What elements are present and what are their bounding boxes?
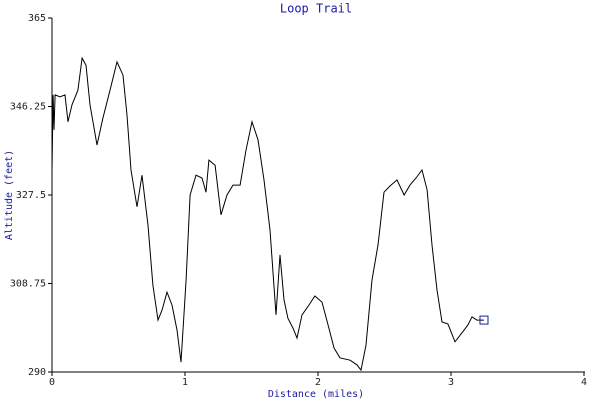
x-axis-label: Distance (miles) <box>268 389 364 400</box>
x-tick-label: 2 <box>315 377 321 388</box>
elevation-line <box>51 56 484 372</box>
y-tick-label: 308.75 <box>10 279 46 290</box>
end-marker <box>479 315 489 325</box>
y-axis-label: Altitude (feet) <box>4 150 15 240</box>
x-tick-label: 3 <box>448 377 454 388</box>
x-tick-label: 4 <box>581 377 587 388</box>
x-tick-label: 0 <box>49 377 55 388</box>
x-tick-label: 1 <box>182 377 188 388</box>
y-tick-label: 346.25 <box>10 102 46 113</box>
y-tick-label: 327.5 <box>16 190 46 201</box>
y-tick-label: 365 <box>28 13 46 24</box>
y-tick-label: 290 <box>28 367 46 378</box>
chart-title: Loop Trail <box>280 2 352 16</box>
